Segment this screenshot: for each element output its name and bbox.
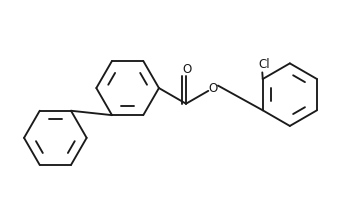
- Text: Cl: Cl: [259, 58, 270, 71]
- Text: O: O: [209, 82, 218, 95]
- Text: O: O: [182, 63, 192, 76]
